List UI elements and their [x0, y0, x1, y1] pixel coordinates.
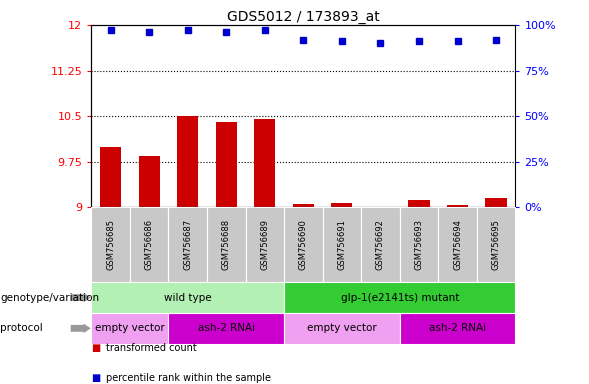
- Bar: [293, 204, 314, 207]
- Text: GSM756685: GSM756685: [106, 219, 115, 270]
- Text: transformed count: transformed count: [106, 343, 197, 353]
- Text: GSM756688: GSM756688: [221, 219, 231, 270]
- Bar: [485, 198, 507, 207]
- Text: genotype/variation: genotype/variation: [0, 293, 99, 303]
- Title: GDS5012 / 173893_at: GDS5012 / 173893_at: [227, 10, 380, 24]
- Text: GSM756686: GSM756686: [145, 219, 154, 270]
- Text: empty vector: empty vector: [307, 323, 377, 333]
- Bar: [91, 313, 168, 344]
- Bar: [400, 207, 438, 282]
- Bar: [207, 207, 246, 282]
- Text: empty vector: empty vector: [95, 323, 165, 333]
- Bar: [130, 207, 168, 282]
- Text: GSM756690: GSM756690: [299, 219, 308, 270]
- Text: GSM756692: GSM756692: [376, 219, 385, 270]
- Bar: [138, 156, 160, 207]
- Text: ■: ■: [91, 343, 101, 353]
- Bar: [447, 205, 468, 207]
- Bar: [246, 207, 284, 282]
- Bar: [91, 207, 130, 282]
- Text: GSM756687: GSM756687: [183, 219, 192, 270]
- Bar: [323, 207, 361, 282]
- Bar: [408, 200, 429, 207]
- Text: ash-2 RNAi: ash-2 RNAi: [198, 323, 255, 333]
- Bar: [400, 313, 515, 344]
- Bar: [284, 313, 400, 344]
- Text: GSM756691: GSM756691: [337, 219, 346, 270]
- Text: ■: ■: [91, 373, 101, 383]
- Bar: [91, 282, 284, 313]
- Bar: [331, 203, 352, 207]
- Text: glp-1(e2141ts) mutant: glp-1(e2141ts) mutant: [340, 293, 459, 303]
- Text: GSM756693: GSM756693: [415, 219, 423, 270]
- Text: GSM756695: GSM756695: [492, 219, 501, 270]
- Bar: [284, 207, 323, 282]
- Text: GSM756694: GSM756694: [453, 219, 462, 270]
- Bar: [177, 116, 198, 207]
- Bar: [438, 207, 477, 282]
- Text: wild type: wild type: [164, 293, 211, 303]
- Text: percentile rank within the sample: percentile rank within the sample: [106, 373, 271, 383]
- Bar: [168, 313, 284, 344]
- Text: GSM756689: GSM756689: [260, 219, 269, 270]
- Bar: [100, 147, 121, 207]
- Bar: [216, 122, 237, 207]
- Bar: [477, 207, 515, 282]
- Bar: [284, 282, 515, 313]
- Text: protocol: protocol: [0, 323, 43, 333]
- Bar: [361, 207, 400, 282]
- Text: ash-2 RNAi: ash-2 RNAi: [429, 323, 486, 333]
- Bar: [254, 119, 276, 207]
- Bar: [168, 207, 207, 282]
